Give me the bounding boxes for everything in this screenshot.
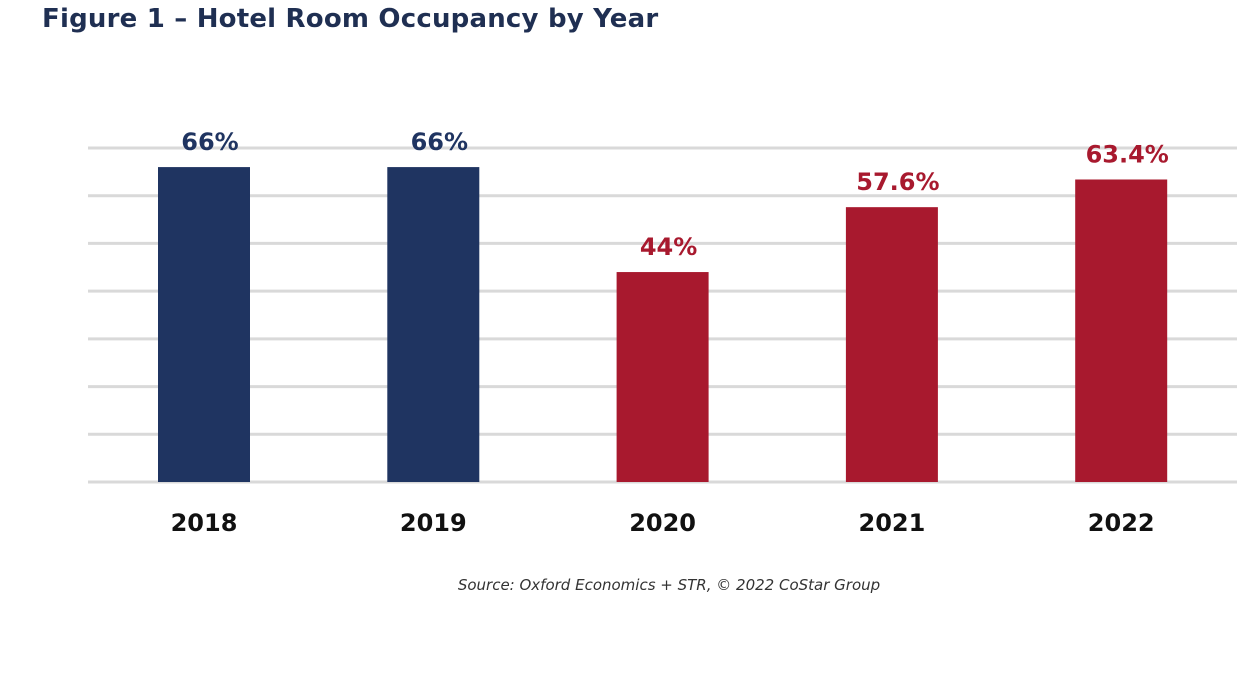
x-tick-label-2018: 2018 xyxy=(171,509,238,537)
data-label-2021: 57.6% xyxy=(856,168,939,196)
data-label-2020: 44% xyxy=(640,233,697,261)
bar-2021 xyxy=(845,207,938,482)
bar-2020 xyxy=(616,272,709,482)
x-tick-label-2022: 2022 xyxy=(1088,509,1155,537)
bar-2018 xyxy=(158,167,250,483)
chart-title: Figure 1 – Hotel Room Occupancy by Year xyxy=(42,4,659,34)
bar-2022 xyxy=(1075,179,1168,482)
x-tick-label-2019: 2019 xyxy=(400,509,467,537)
x-tick-label-2021: 2021 xyxy=(859,509,926,537)
bar-2019 xyxy=(387,167,480,483)
x-tick-label-2020: 2020 xyxy=(629,509,696,537)
source-note: Source: Oxford Economics + STR, © 2022 C… xyxy=(457,576,881,594)
data-label-2019: 66% xyxy=(411,128,468,156)
data-label-2022: 63.4% xyxy=(1086,140,1169,168)
data-label-2018: 66% xyxy=(181,128,238,156)
